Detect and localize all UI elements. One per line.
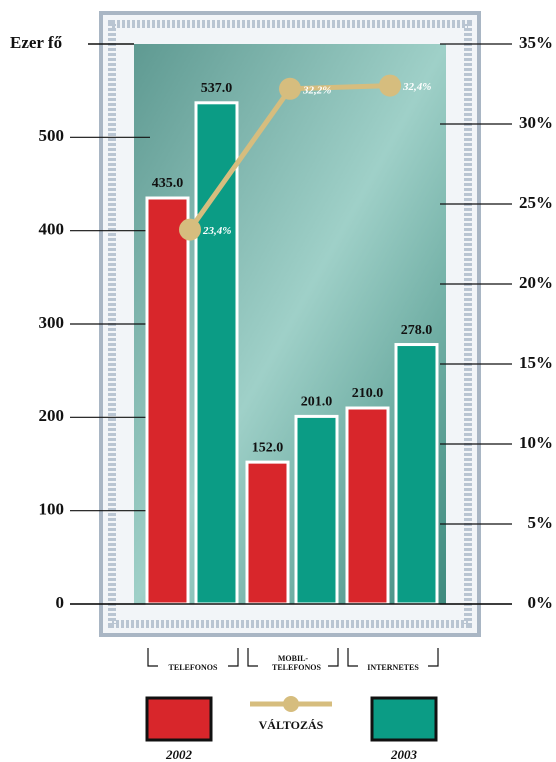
y2-tick-label: 5% [528, 513, 554, 532]
change-point [179, 218, 201, 241]
y-tick-label: 400 [39, 220, 65, 239]
bar [294, 414, 339, 606]
legend-label: 2003 [390, 747, 418, 762]
bar [194, 101, 239, 606]
y2-tick-label: 20% [519, 273, 553, 292]
y-tick-label: 300 [39, 313, 65, 332]
bar-value-label: 210.0 [352, 386, 384, 401]
y2-tick-label: 30% [519, 113, 553, 132]
change-point [379, 74, 401, 97]
legend-swatch [370, 696, 438, 742]
y2-tick-label: 35% [519, 33, 553, 52]
legend-label: VÁLTOZÁS [259, 718, 324, 732]
legend-label: 2002 [165, 747, 193, 762]
change-label: 23,4% [202, 225, 231, 237]
change-label: 32,4% [402, 81, 431, 93]
bar [245, 460, 290, 606]
change-label: 32,2% [302, 84, 331, 96]
bar [394, 343, 439, 606]
y2-tick-label: 0% [528, 593, 554, 612]
bar-value-label: 152.0 [252, 440, 284, 455]
y2-tick-label: 10% [519, 433, 553, 452]
y-tick-label: 0 [56, 593, 65, 612]
y-tick-label: 500 [39, 126, 65, 145]
bar-value-label: 201.0 [301, 395, 333, 410]
bar [345, 406, 390, 606]
change-point [279, 77, 301, 100]
bar-value-label: 278.0 [401, 323, 433, 338]
category-label: MOBIL-TELEFONOS [272, 654, 321, 672]
category-label: INTERNETES [367, 663, 419, 672]
y2-tick-label: 25% [519, 193, 553, 212]
category-label: TELEFONOS [168, 663, 218, 672]
bar-value-label: 537.0 [201, 81, 233, 96]
y-tick-label: 200 [39, 406, 65, 425]
legend-swatch [145, 696, 213, 742]
category-bracket [347, 648, 439, 667]
y-tick-label: 100 [39, 500, 65, 519]
bar [145, 196, 190, 606]
category-bracket [147, 648, 239, 667]
legend-point [283, 696, 299, 712]
y2-tick-label: 15% [519, 353, 553, 372]
bar-value-label: 435.0 [152, 176, 184, 191]
y-axis-title: Ezer fő [10, 33, 63, 52]
category-bracket [247, 648, 339, 667]
